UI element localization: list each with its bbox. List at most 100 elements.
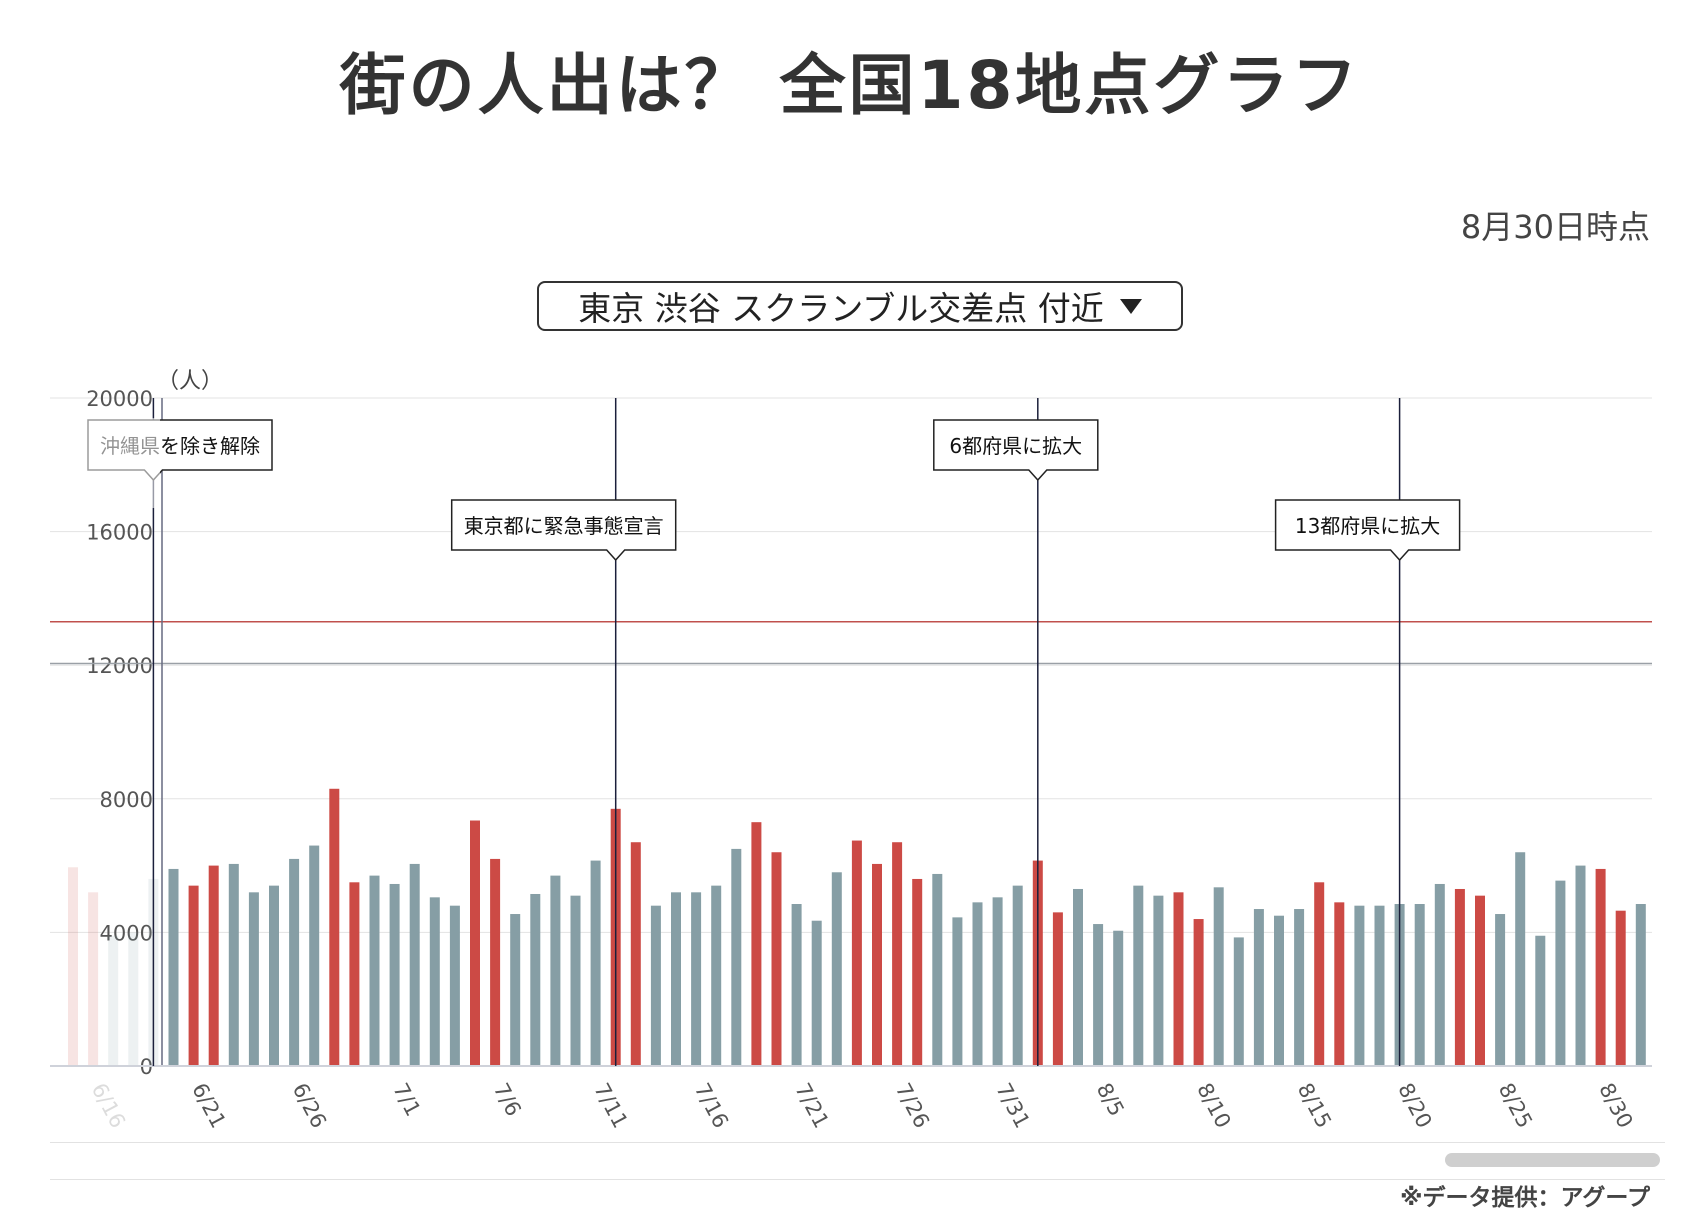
bar <box>1193 919 1204 1066</box>
bar <box>872 863 882 1066</box>
event-label: 6都府県に拡大 <box>949 434 1082 458</box>
bar <box>932 873 943 1066</box>
bar <box>1535 935 1546 1066</box>
bar <box>429 897 440 1066</box>
bar <box>1515 852 1526 1066</box>
bar <box>1153 895 1164 1066</box>
bar <box>1073 888 1083 1066</box>
bar <box>349 882 360 1066</box>
bar <box>248 892 259 1066</box>
chart-scrollbar[interactable] <box>50 1142 1665 1180</box>
bar <box>791 904 802 1066</box>
bar <box>510 914 521 1066</box>
bar <box>992 897 1003 1066</box>
bar <box>831 872 842 1066</box>
bar <box>1274 915 1284 1066</box>
x-tick-label: 7/11 <box>589 1079 632 1132</box>
bar <box>650 905 661 1066</box>
page-title: 街の人出は？ 全国18地点グラフ <box>339 47 1361 124</box>
bar <box>289 858 300 1066</box>
bar <box>530 893 541 1066</box>
y-tick-label: 8000 <box>100 788 153 812</box>
bar <box>449 905 460 1066</box>
x-tick-label: 7/16 <box>690 1079 733 1132</box>
bar <box>1314 882 1325 1066</box>
bar <box>1173 892 1184 1066</box>
bar <box>168 868 179 1066</box>
bar <box>1374 905 1385 1066</box>
bar <box>329 788 340 1066</box>
bar <box>972 902 983 1066</box>
bar <box>369 875 380 1066</box>
y-tick-label: 12000 <box>86 654 153 678</box>
bar <box>912 878 923 1066</box>
bar <box>1294 909 1305 1066</box>
scroll-fade <box>48 418 160 508</box>
bar <box>68 867 78 1066</box>
y-tick-label: 20000 <box>86 387 153 411</box>
x-tick-label: 7/1 <box>388 1079 425 1120</box>
bar <box>1233 937 1244 1066</box>
bar <box>1454 888 1465 1066</box>
bar <box>309 845 320 1066</box>
bar <box>269 885 279 1066</box>
bar <box>1052 912 1063 1066</box>
bar <box>691 892 702 1066</box>
bar <box>550 875 561 1066</box>
event-callout <box>933 419 1099 482</box>
bar <box>952 917 963 1066</box>
bar <box>1615 910 1626 1066</box>
bar <box>1113 930 1124 1066</box>
bar <box>1133 885 1144 1066</box>
bar <box>711 885 722 1066</box>
x-tick-label: 7/26 <box>891 1079 934 1132</box>
bar <box>1354 905 1365 1066</box>
y-tick-label: 16000 <box>86 521 153 545</box>
bar <box>892 842 903 1066</box>
bar <box>570 895 581 1066</box>
bar <box>1093 924 1104 1066</box>
x-tick-label: 6/21 <box>187 1079 230 1132</box>
bar <box>1414 904 1425 1066</box>
bar <box>88 892 99 1066</box>
x-tick-label: 8/15 <box>1293 1079 1336 1132</box>
event-label: 東京都に緊急事態宣言 <box>464 514 664 538</box>
y-tick-label: 4000 <box>100 921 153 945</box>
bar <box>630 842 641 1066</box>
bar <box>409 863 420 1066</box>
bar <box>731 848 742 1066</box>
chart-scrollbar-thumb[interactable] <box>1445 1153 1660 1167</box>
x-tick-label: 7/31 <box>991 1079 1034 1132</box>
bar <box>1475 895 1485 1066</box>
bar <box>771 852 782 1066</box>
as-of-date: 8月30日時点 <box>1460 208 1650 246</box>
bar <box>751 822 762 1066</box>
bar <box>208 865 219 1066</box>
location-select[interactable]: 東京 渋谷 スクランブル交差点 付近 <box>537 281 1183 331</box>
bar <box>1595 868 1606 1066</box>
x-tick-label: 8/10 <box>1192 1079 1235 1132</box>
data-source-note: ※データ提供：アグープ <box>1400 1185 1650 1211</box>
bar <box>188 885 199 1066</box>
event-label: 13都府県に拡大 <box>1295 514 1440 538</box>
x-tick-label: 6/26 <box>288 1079 331 1132</box>
bar <box>228 863 239 1066</box>
bar <box>128 932 139 1066</box>
y-axis-label: （人） <box>157 369 223 394</box>
x-tick-label: 8/5 <box>1092 1079 1129 1120</box>
x-tick-label: 8/30 <box>1594 1079 1637 1132</box>
bar <box>490 858 501 1066</box>
bar <box>389 883 400 1066</box>
bar <box>1575 865 1586 1066</box>
bar <box>671 892 681 1066</box>
x-tick-label: 7/6 <box>489 1079 526 1120</box>
bar <box>1495 914 1506 1066</box>
bar <box>590 860 601 1066</box>
bar <box>811 920 822 1066</box>
event-callout <box>1274 499 1461 562</box>
bar <box>1555 880 1566 1066</box>
bar <box>1213 887 1224 1066</box>
location-select-value: 東京 渋谷 スクランブル交差点 付近 <box>578 289 1104 328</box>
x-tick-label: 6/16 <box>87 1079 130 1132</box>
